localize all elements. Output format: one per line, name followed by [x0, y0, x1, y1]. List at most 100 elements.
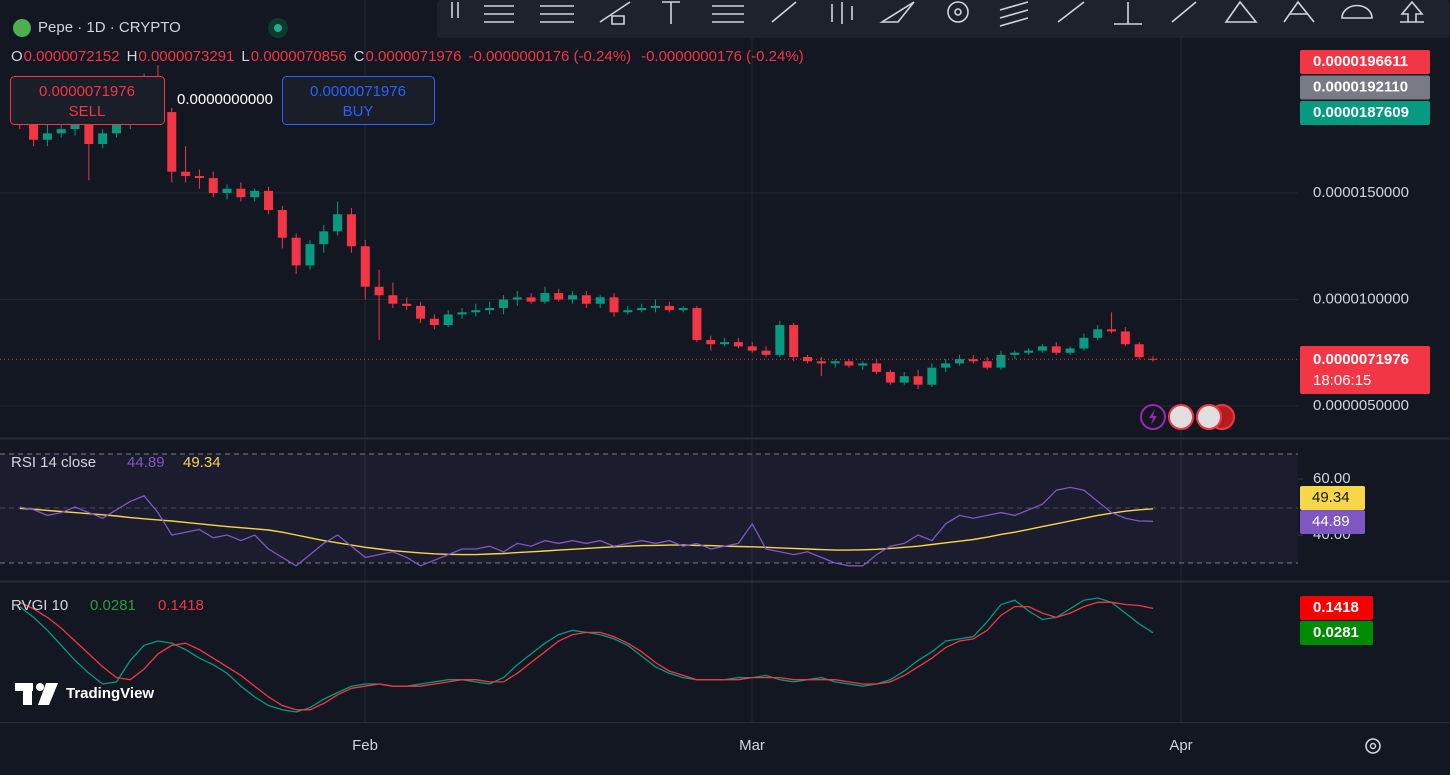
candle-body: [222, 188, 232, 193]
candle-body: [650, 305, 660, 309]
candle-body: [208, 178, 218, 193]
candle-body: [941, 363, 951, 368]
toolbar-tool[interactable]: [451, 2, 459, 18]
candle-body: [167, 112, 177, 172]
buy-button[interactable]: [282, 76, 435, 125]
candle-body: [42, 133, 52, 140]
toolbar-tool[interactable]: [1224, 0, 1258, 23]
drawing-toolbar: [437, 0, 1450, 38]
ohlc-key: H: [127, 48, 138, 65]
rvgi-value: 0.1418: [158, 597, 204, 614]
rsi-tag-label: 49.34: [1312, 489, 1350, 506]
toolbar-tool[interactable]: [1283, 0, 1315, 23]
candle-body: [443, 314, 453, 326]
y-tick-label: 0.0000050000: [1313, 397, 1409, 414]
sell-button[interactable]: [10, 76, 165, 125]
ohlc-value: 0.0000072152: [24, 48, 120, 65]
candle-body: [112, 124, 121, 134]
candle-body: [498, 299, 508, 309]
sell-price: 0.0000071976: [39, 83, 135, 100]
toolbar-icons: [451, 0, 1424, 27]
candle-body: [319, 231, 329, 245]
candle-body: [554, 293, 564, 300]
toolbar-tool[interactable]: [662, 1, 680, 24]
price-change: -0.0000000176 (-0.24%): [641, 48, 804, 65]
logo-glyph: [23, 683, 32, 705]
candle-body: [416, 305, 426, 319]
price-tag: [1300, 75, 1430, 100]
market-status-dot: [274, 24, 282, 32]
ohlc-value: 0.0000070856: [251, 48, 347, 65]
symbol-title[interactable]: Pepe · 1D · CRYPTO: [38, 19, 181, 36]
rvgi-tag-label: 0.1418: [1313, 599, 1359, 616]
spread: 0.0000000000: [177, 91, 273, 108]
candle-body: [471, 310, 481, 313]
candle-body: [609, 297, 619, 313]
toolbar-tool[interactable]: [1114, 2, 1142, 25]
candle-body: [388, 295, 398, 304]
toolbar-tool[interactable]: [879, 1, 915, 23]
candle-body: [775, 325, 785, 355]
marks: 0.0000150000 0.0000100000 0.0000050000 0.00…: [0, 50, 1430, 754]
candle-body: [844, 361, 854, 366]
candle-body: [664, 305, 674, 311]
candle-body: [692, 308, 702, 340]
rsi-tag: [1300, 486, 1365, 510]
candle-body: [236, 188, 246, 198]
toolbar-tool[interactable]: [1171, 1, 1197, 23]
candle-body: [706, 339, 716, 345]
toolbar-tool[interactable]: [484, 5, 514, 23]
rsi-value: 44.89: [127, 454, 165, 471]
candle-body: [277, 210, 287, 238]
candle-body: [526, 297, 536, 302]
toolbar-tool[interactable]: [599, 1, 631, 25]
candle-body: [913, 376, 923, 385]
candle-body: [761, 350, 771, 355]
toolbar-tool[interactable]: [999, 1, 1029, 27]
candle-body: [429, 318, 439, 326]
toolbar-tool[interactable]: [540, 5, 574, 23]
ohlc-value: 0.0000073291: [138, 48, 234, 65]
candle-body: [858, 363, 868, 366]
candle-body: [1093, 329, 1103, 338]
toolbar-tool[interactable]: [1341, 4, 1373, 19]
candle-body: [264, 190, 274, 211]
event-icon[interactable]: [1196, 404, 1222, 430]
toolbar-tool[interactable]: [771, 1, 797, 23]
candle-body: [84, 124, 94, 145]
price-tag-label: 0.0000192110: [1313, 78, 1408, 95]
candle-body: [803, 357, 812, 362]
settings-icon[interactable]: [1365, 738, 1381, 754]
event-icon[interactable]: [1168, 404, 1194, 430]
candle-body: [816, 361, 826, 364]
candle-body: [333, 214, 343, 232]
toolbar-tool[interactable]: [947, 1, 969, 23]
toolbar-tool[interactable]: [831, 2, 853, 24]
price-tag-label: 0.0000196611: [1313, 53, 1408, 70]
price-tag: [1300, 101, 1430, 125]
toolbar-tool[interactable]: [1057, 1, 1085, 23]
candle-body: [194, 175, 204, 179]
candle-body: [1065, 348, 1075, 353]
candle-body: [1037, 346, 1047, 351]
candle-body: [360, 246, 370, 287]
logo-text[interactable]: TradingView: [66, 685, 154, 702]
price-tag-label: 0.0000187609: [1313, 104, 1409, 121]
candle-body: [733, 342, 743, 347]
toolbar-tool[interactable]: [712, 5, 744, 23]
x-tick-label: Feb: [352, 737, 378, 754]
toolbar-tool[interactable]: [1400, 0, 1424, 23]
ohlc-key: L: [241, 48, 249, 65]
y-tick-label: 0.0000150000: [1313, 184, 1409, 201]
candle-body: [1107, 329, 1117, 332]
y-tick-label: 0.0000100000: [1313, 290, 1409, 307]
event-icon-glyph: [1149, 409, 1157, 425]
candle-body: [346, 214, 356, 247]
logo-glyph: [36, 683, 44, 691]
candle-body: [637, 308, 647, 311]
candle-body: [899, 376, 909, 383]
sell-label: SELL: [69, 103, 106, 120]
candle-body: [623, 310, 633, 313]
candle-body: [927, 367, 937, 385]
